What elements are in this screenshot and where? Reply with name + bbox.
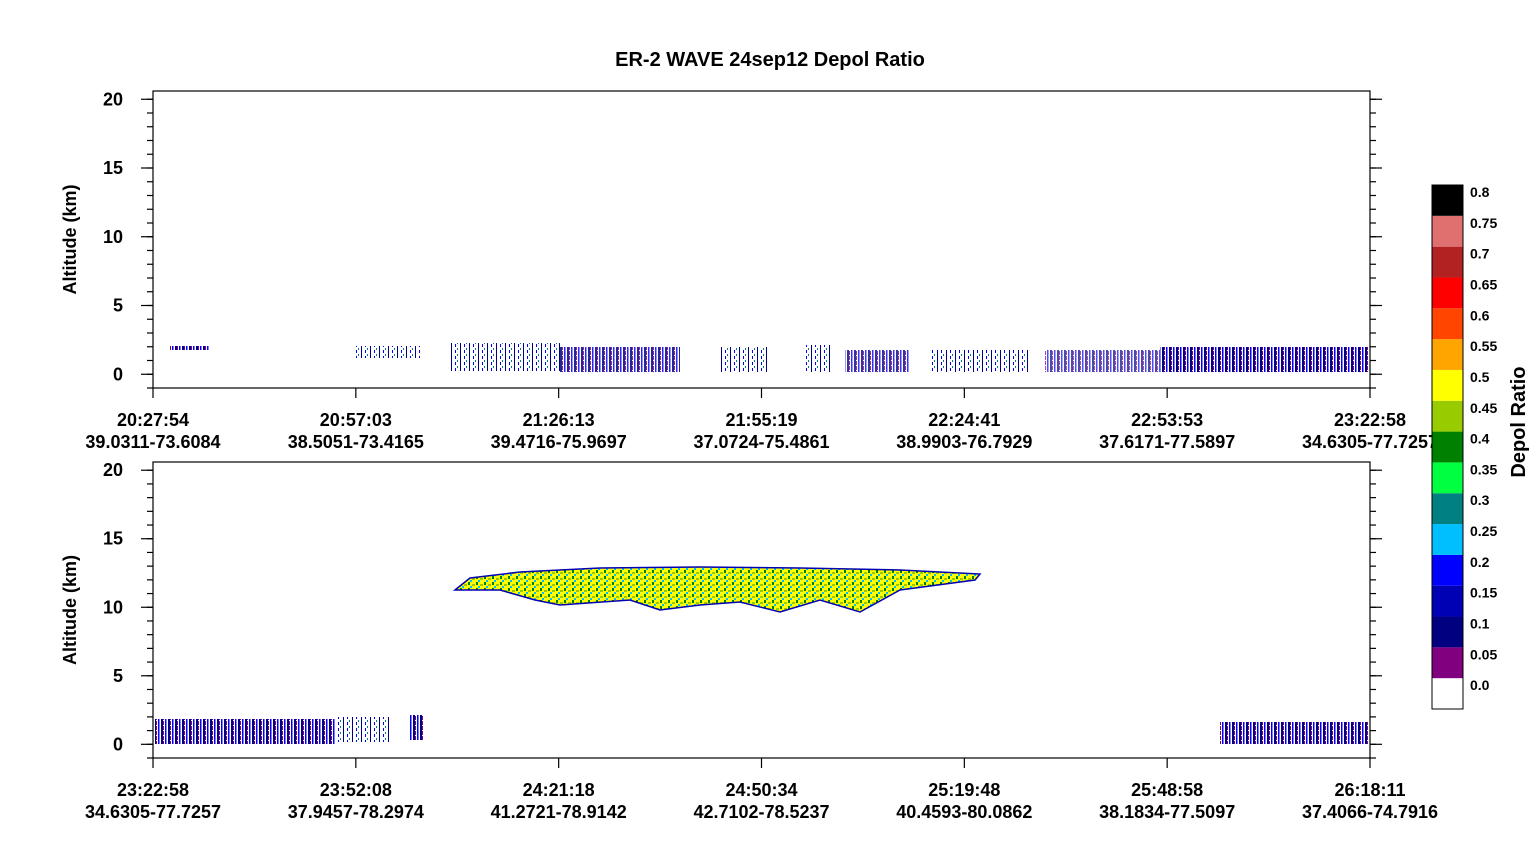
x-tick-label: 40.4593-80.0862 — [896, 802, 1032, 822]
y-axis-label: Altitude (km) — [60, 184, 80, 294]
x-tick-label: 22:53:53 — [1131, 410, 1203, 430]
y-tick-label: 0 — [113, 734, 123, 754]
colorbar-label: 0.0 — [1470, 677, 1490, 693]
colorbar-swatch — [1432, 400, 1463, 432]
y-tick-label: 0 — [113, 364, 123, 384]
x-tick-label: 37.9457-78.2974 — [288, 802, 424, 822]
x-tick-label: 39.0311-73.6084 — [85, 432, 220, 452]
colorbar-frame — [1431, 184, 1464, 710]
colorbar-swatch — [1432, 493, 1463, 525]
x-tick-label: 23:22:58 — [117, 780, 189, 800]
y-tick-label: 10 — [103, 227, 123, 247]
colorbar-swatch — [1432, 431, 1463, 463]
x-tick-label: 38.9903-76.7929 — [896, 432, 1032, 452]
x-tick-label: 24:21:18 — [523, 780, 595, 800]
x-tick-label: 20:57:03 — [320, 410, 392, 430]
x-tick-label: 38.5051-73.4165 — [288, 432, 424, 452]
y-tick-label: 15 — [103, 158, 123, 178]
x-tick-label: 23:22:58 — [1334, 410, 1406, 430]
colorbar-swatch — [1432, 308, 1463, 340]
y-tick-label: 5 — [113, 666, 123, 686]
x-tick-label: 37.6171-77.5897 — [1099, 432, 1235, 452]
colorbar-label: 0.5 — [1470, 369, 1490, 385]
x-tick-label: 38.1834-77.5097 — [1099, 802, 1235, 822]
y-tick-label: 5 — [113, 296, 123, 316]
x-tick-label: 25:48:58 — [1131, 780, 1203, 800]
y-tick-label: 15 — [103, 529, 123, 549]
plot-frame — [152, 461, 1371, 759]
colorbar-swatch — [1432, 215, 1463, 247]
x-tick-label: 41.2721-78.9142 — [491, 802, 627, 822]
x-tick-label: 23:52:08 — [320, 780, 392, 800]
colorbar-swatch — [1432, 554, 1463, 586]
colorbar-swatch — [1432, 246, 1463, 278]
colorbar-label: 0.4 — [1470, 431, 1490, 447]
y-tick-label: 20 — [103, 460, 123, 480]
colorbar-label: 0.25 — [1470, 523, 1497, 539]
colorbar-swatch — [1432, 585, 1463, 617]
colorbar-swatch — [1432, 369, 1463, 401]
colorbar-swatch — [1432, 647, 1463, 679]
x-tick-label: 26:18:11 — [1334, 780, 1405, 800]
x-tick-label: 39.4716-75.9697 — [491, 432, 627, 452]
colorbar-title: Depol Ratio — [1508, 366, 1530, 477]
colorbar-label: 0.55 — [1470, 338, 1497, 354]
colorbar-swatch — [1432, 462, 1463, 494]
colorbar-label: 0.3 — [1470, 492, 1490, 508]
curtain-image — [155, 343, 1368, 744]
plot-frame — [152, 90, 1371, 389]
colorbar-label: 0.35 — [1470, 461, 1497, 477]
colorbar-label: 0.8 — [1470, 184, 1490, 200]
colorbar-label: 0.45 — [1470, 400, 1497, 416]
x-tick-label: 20:27:54 — [117, 410, 189, 430]
colorbar-label: 0.05 — [1470, 646, 1497, 662]
colorbar-swatch — [1432, 185, 1463, 216]
colorbar-label: 0.2 — [1470, 554, 1490, 570]
x-tick-label: 34.6305-77.7257 — [1302, 432, 1438, 452]
colorbar-swatch — [1432, 524, 1463, 555]
y-tick-label: 10 — [103, 597, 123, 617]
colorbar-swatch — [1432, 277, 1463, 309]
x-tick-label: 37.0724-75.4861 — [693, 432, 829, 452]
colorbar-swatch — [1432, 616, 1463, 648]
colorbar-swatch — [1432, 678, 1463, 709]
colorbar-label: 0.65 — [1470, 276, 1497, 292]
x-tick-label: 24:50:34 — [725, 780, 797, 800]
x-tick-label: 34.6305-77.7257 — [85, 802, 221, 822]
colorbar-swatch — [1432, 339, 1463, 370]
colorbar-label: 0.1 — [1470, 616, 1490, 632]
colorbar-label: 0.15 — [1470, 585, 1497, 601]
x-tick-label: 25:19:48 — [928, 780, 1000, 800]
colorbar-label: 0.75 — [1470, 215, 1497, 231]
y-tick-label: 20 — [103, 89, 123, 109]
colorbar-label: 0.6 — [1470, 307, 1490, 323]
x-tick-label: 22:24:41 — [928, 410, 1000, 430]
x-tick-label: 21:55:19 — [725, 410, 797, 430]
x-tick-label: 37.4066-74.7916 — [1302, 802, 1438, 822]
colorbar-label: 0.7 — [1470, 246, 1490, 262]
x-tick-label: 21:26:13 — [523, 410, 595, 430]
chart-title: ER-2 WAVE 24sep12 Depol Ratio — [615, 49, 925, 71]
x-tick-label: 42.7102-78.5237 — [693, 802, 829, 822]
y-axis-label: Altitude (km) — [60, 555, 80, 665]
